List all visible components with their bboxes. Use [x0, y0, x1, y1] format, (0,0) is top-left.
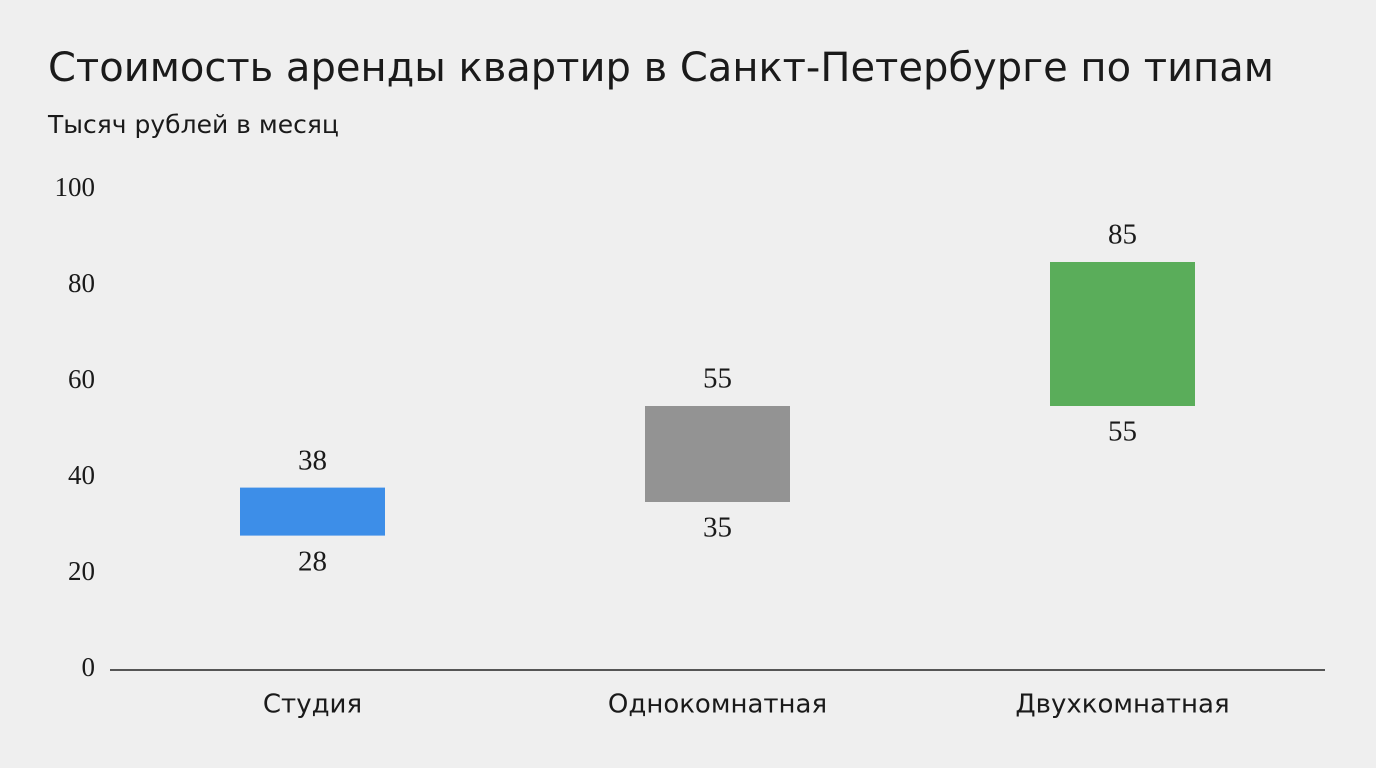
low-label: 28	[298, 545, 327, 577]
low-label: 35	[703, 512, 732, 544]
y-tick-label: 60	[68, 364, 95, 394]
y-tick-label: 40	[68, 460, 95, 490]
high-label: 38	[298, 444, 327, 476]
high-label: 85	[1108, 219, 1137, 251]
low-label: 55	[1108, 416, 1137, 448]
x-tick-label: Студия	[263, 690, 362, 720]
y-tick-label: 100	[55, 172, 96, 202]
range-bar	[240, 487, 385, 536]
range-bar	[1050, 262, 1195, 406]
high-label: 55	[703, 363, 732, 395]
y-tick-label: 20	[68, 556, 95, 586]
y-tick-label: 0	[82, 652, 96, 682]
x-tick-label: Двухкомнатная	[1015, 690, 1229, 720]
y-tick-label: 80	[68, 268, 95, 298]
range-bar	[645, 406, 790, 502]
chart-title: Стоимость аренды квартир в Санкт-Петербу…	[48, 45, 1274, 91]
x-tick-label: Однокомнатная	[608, 690, 827, 720]
chart-subtitle: Тысяч рублей в месяц	[47, 110, 339, 139]
